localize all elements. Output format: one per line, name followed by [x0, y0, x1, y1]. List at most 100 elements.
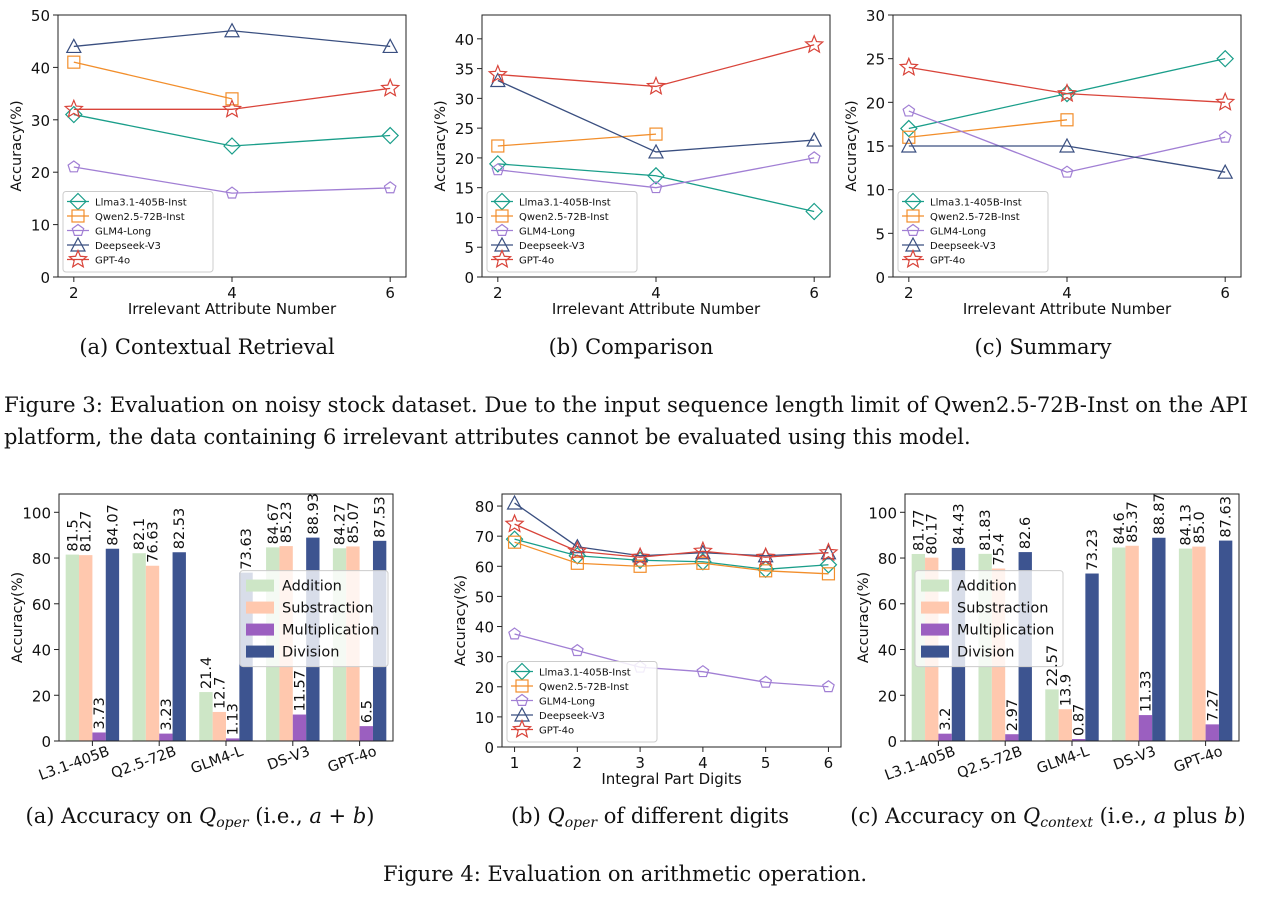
fig3a-xlabel: Irrelevant Attribute Number	[128, 300, 337, 318]
fig4a-xtick-label: GPT-4o	[326, 744, 379, 776]
fig4c-data-label: 0.87	[1072, 704, 1088, 736]
fig3b-series-line-3	[497, 79, 815, 153]
fig4a-chart: 020406080100Accuracy(%)L3.1-405BQ2.5-72B…	[10, 493, 394, 784]
fig4c-data-label: 81.77	[911, 509, 927, 551]
fig3a-subcaption: (a) Contextual Retrieval	[79, 335, 335, 359]
fig4c-legend-label: Addition	[957, 579, 1017, 595]
fig3b-ytick-label: 5	[464, 239, 474, 257]
fig4a-data-label: 3.23	[159, 698, 175, 730]
fig4c-data-label: 80.17	[925, 513, 941, 555]
fig4b-legend-marker	[515, 693, 529, 706]
fig3c-ytick-label: 30	[866, 7, 885, 25]
fig3b-legend-label: Deepseek-V3	[519, 241, 585, 252]
fig3c-data-point	[1215, 91, 1236, 111]
fig4c-data-label: 7.27	[1205, 689, 1221, 721]
fig4b-series-line-2	[514, 633, 829, 688]
fig3a-series-line-4	[73, 87, 391, 110]
fig3a-ytick-label: 0	[40, 269, 50, 287]
fig3c-legend-label: GLM4-Long	[930, 227, 986, 238]
fig4c-data-label: 88.87	[1152, 493, 1168, 535]
fig3-caption-line1: Figure 3: Evaluation on noisy stock data…	[4, 393, 1248, 417]
fig3c-ytick-label: 10	[866, 182, 885, 200]
fig3a-legend-marker	[67, 248, 89, 269]
fig3a-data-point	[63, 98, 84, 118]
fig3c-legend-marker	[902, 248, 924, 269]
fig4c-subcaption: (c) Accuracy on Qcontext (i.e., a plus b…	[850, 804, 1245, 831]
fig4c-legend-swatch	[921, 601, 949, 614]
fig3c-data-point	[1056, 83, 1078, 103]
fig3a-data-point	[67, 160, 81, 173]
fig4a-data-label: 3.73	[92, 697, 108, 729]
fig3c-series-line-4	[908, 66, 1226, 103]
fig4a-ylabel: Accuracy(%)	[10, 572, 26, 663]
fig4b-ytick-label: 70	[475, 528, 494, 546]
fig3a-chart: 0 10 20 30 40 50 Accuracy(%) 2 4 6 Irrelevant Attr…	[9, 7, 407, 318]
fig4c-data-label: 87.63	[1219, 496, 1235, 538]
fig3a-data-point	[225, 186, 239, 199]
fig3c-series-line-1	[908, 119, 1068, 138]
fig4c-bar	[1138, 715, 1153, 741]
fig4c-legend-box	[914, 570, 1064, 668]
fig4a-data-label: 85.07	[346, 502, 362, 544]
fig3a-legend-label: Llma3.1-405B-Inst	[95, 198, 187, 209]
fig4a-bar	[212, 711, 226, 741]
fig4a-ytick-label: 60	[32, 596, 51, 614]
fig3a-legend-marker	[71, 223, 85, 236]
fig3c-ytick-label: 0	[875, 269, 885, 287]
fig3a-series-line-0	[73, 113, 391, 147]
fig4b-series-line-3	[514, 502, 829, 557]
fig4c-data-label: 84.13	[1179, 504, 1195, 546]
fig4b-data-point	[755, 546, 776, 566]
fig4b-data-point	[819, 555, 838, 574]
fig4b-xtick-label: 3	[635, 754, 645, 772]
fig4a-data-label: 84.27	[333, 504, 349, 546]
fig4b-xtick-label: 5	[761, 754, 771, 772]
fig4a-legend-swatch	[246, 579, 274, 592]
fig4c-xtick-label: DS-V3	[1111, 744, 1158, 774]
fig4a-bar	[159, 733, 173, 741]
fig3a-xtick-label: 2	[69, 284, 79, 302]
fig3b-legend-label: GPT-4o	[519, 256, 554, 267]
fig4b-xtick-label: 6	[824, 754, 834, 772]
fig3b-ytick-label: 35	[455, 61, 474, 79]
fig3b-data-point	[649, 127, 663, 141]
fig4a-ytick-label: 100	[22, 504, 51, 522]
fig4c-ytick-label: 80	[878, 550, 897, 568]
fig4a-legend-box	[239, 570, 389, 668]
fig4a-bar	[359, 726, 373, 741]
fig4a-data-label: 12.7	[212, 677, 228, 709]
fig3b-legend-box	[486, 191, 638, 273]
fig4c-bar	[1192, 546, 1206, 741]
fig3a-ytick-label: 30	[31, 112, 50, 130]
fig4a-data-label: 88.93	[306, 493, 322, 535]
fig4c-xtick-label: GPT-4o	[1172, 744, 1225, 776]
fig4a-bar	[172, 552, 186, 741]
fig4c-ytick-label: 20	[878, 687, 897, 705]
fig4a-ytick-label: 80	[32, 550, 51, 568]
fig4c-legend-label: Substraction	[957, 601, 1048, 617]
fig4b-data-point	[696, 664, 710, 678]
fig4c-data-label: 84.6	[1112, 512, 1128, 544]
fig3b-legend-marker	[495, 223, 509, 236]
fig4b-legend-label: GLM4-Long	[539, 697, 595, 708]
fig3c-data-point	[1217, 163, 1234, 179]
fig4c-data-label: 81.83	[978, 509, 994, 551]
fig4a-legend-label: Addition	[282, 579, 342, 595]
fig4a-data-label: 21.4	[199, 657, 215, 689]
fig4c-data-label: 11.33	[1138, 671, 1154, 713]
fig3c-data-point	[898, 56, 919, 76]
fig4b-ytick-label: 10	[475, 709, 494, 727]
fig3c-xtick-label: 6	[1220, 284, 1230, 302]
fig3a-xtick-label: 4	[227, 284, 237, 302]
fig3b-legend-label: GLM4-Long	[519, 227, 575, 238]
fig4a-bar	[79, 555, 93, 741]
fig4b-data-point	[569, 538, 586, 554]
fig4a-ytick-label: 0	[41, 733, 51, 751]
fig3b-data-point	[804, 34, 825, 54]
fig4a-data-label: 81.5	[65, 519, 81, 551]
fig4b-legend-label: Qwen2.5-72B-Inst	[539, 682, 629, 693]
fig4c-legend-label: Multiplication	[957, 623, 1054, 639]
fig3a-data-point	[380, 77, 401, 97]
fig4c-bar	[1112, 547, 1126, 741]
fig4a-bar	[199, 692, 213, 741]
